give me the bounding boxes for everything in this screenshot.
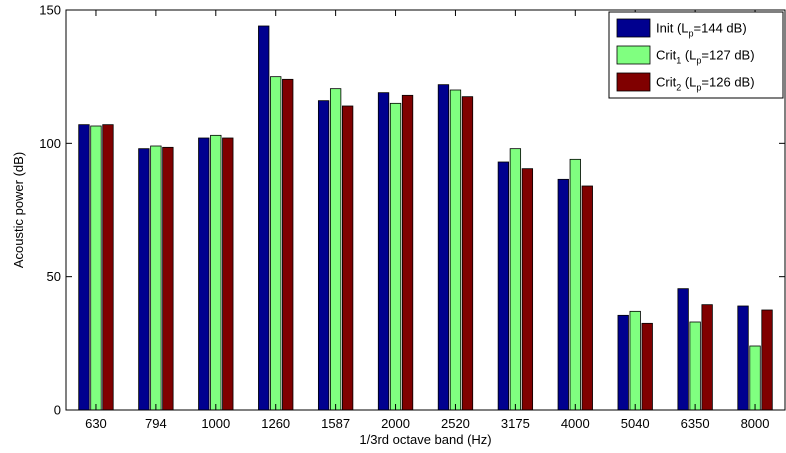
bar-crit1-6350: [689, 321, 701, 411]
legend-text-part: =144 dB): [694, 21, 747, 36]
x-tick-label: 794: [145, 416, 167, 431]
bar-crit1-5040: [629, 310, 641, 411]
bar-crit2-2000: [401, 94, 414, 411]
y-tick-label: 150: [39, 3, 61, 18]
x-tick-label: 8000: [741, 416, 770, 431]
bar-crit1-630: [90, 125, 102, 411]
legend-label-init: Init (Lp=144 dB): [656, 21, 747, 39]
x-tick-label: 1260: [261, 416, 290, 431]
bar-crit2-1587: [341, 105, 354, 411]
bar-init-2520: [437, 84, 450, 411]
x-axis-label: 1/3rd octave band (Hz): [359, 432, 491, 447]
legend-label-crit1: Crit1 (Lp=127 dB): [656, 48, 755, 66]
x-tick-label: 1587: [321, 416, 350, 431]
legend-text-part: Crit: [656, 75, 677, 90]
x-tick-label: 5040: [621, 416, 650, 431]
bar-init-8000: [737, 305, 749, 411]
bar-crit1-1587: [329, 88, 342, 411]
x-tick-label: 2520: [441, 416, 470, 431]
bar-crit2-1260: [282, 78, 294, 411]
legend-text-part: =126 dB): [701, 75, 754, 90]
legend-swatch-init: [616, 18, 651, 38]
bar-init-1000: [198, 137, 210, 411]
legend-swatch-crit1: [616, 45, 651, 65]
bar-crit1-4000: [569, 158, 581, 411]
y-ticks: 0 50 100 150: [39, 3, 785, 418]
bar-crit2-6350: [701, 304, 713, 411]
legend-text-part: Init (L: [656, 21, 689, 36]
y-tick-label: 100: [39, 136, 61, 151]
bar-crit1-1260: [270, 76, 282, 411]
x-tick-label: 6350: [681, 416, 710, 431]
legend-swatch-crit2: [616, 72, 651, 92]
bar-init-4000: [557, 178, 569, 411]
x-tick-label: 630: [85, 416, 107, 431]
bar-crit2-1000: [222, 137, 234, 411]
legend-label-crit2: Crit2 (Lp=126 dB): [656, 75, 755, 93]
bar-crit1-2000: [389, 102, 402, 411]
bar-crit2-794: [162, 146, 174, 411]
legend-text-part: (L: [681, 48, 696, 63]
legend-text-part: =127 dB): [701, 48, 754, 63]
bar-crit1-794: [150, 145, 162, 411]
y-tick-label: 50: [47, 269, 61, 284]
axes-frame: [65, 9, 786, 411]
x-tick-label: 3175: [501, 416, 530, 431]
bar-crit1-8000: [749, 345, 761, 411]
axes: [65, 9, 786, 411]
y-tick-label: 0: [54, 403, 61, 418]
bar-crit2-3175: [521, 168, 534, 411]
bar-init-630: [78, 124, 90, 411]
bar-init-1587: [317, 100, 330, 411]
x-tick-label: 4000: [561, 416, 590, 431]
x-tick-label: 1000: [201, 416, 230, 431]
bar-crit1-1000: [210, 134, 222, 411]
legend-text-part: Crit: [656, 48, 677, 63]
bar-crit1-3175: [509, 148, 522, 411]
legend: Init (Lp=144 dB)Crit1 (Lp=127 dB)Crit2 (…: [608, 11, 784, 99]
bar-init-794: [138, 148, 150, 411]
bar-init-3175: [497, 161, 510, 411]
bar-crit2-8000: [761, 309, 773, 411]
y-axis-label: Acoustic power (dB): [11, 152, 26, 268]
legend-text-part: p: [689, 29, 694, 39]
legend-text-part: (L: [681, 75, 696, 90]
bar-init-2000: [377, 92, 390, 411]
legend-text-part: p: [696, 56, 701, 66]
legend-text-part: 1: [676, 56, 681, 66]
legend-text-part: p: [696, 83, 701, 93]
bar-init-6350: [677, 288, 689, 411]
bar-init-1260: [258, 25, 270, 411]
x-tick-label: 2000: [381, 416, 410, 431]
bar-crit2-4000: [581, 185, 593, 411]
bar-crit2-630: [102, 124, 114, 411]
bar-crit2-2520: [461, 96, 474, 411]
bar-crit1-2520: [449, 89, 462, 411]
x-ticks: 630 794 1000 1260 1587 2000 2520 3175 4000 5040 63…: [85, 10, 770, 431]
bar-init-5040: [617, 314, 629, 411]
legend-text-part: 2: [676, 83, 681, 93]
bar-crit2-5040: [641, 322, 653, 411]
